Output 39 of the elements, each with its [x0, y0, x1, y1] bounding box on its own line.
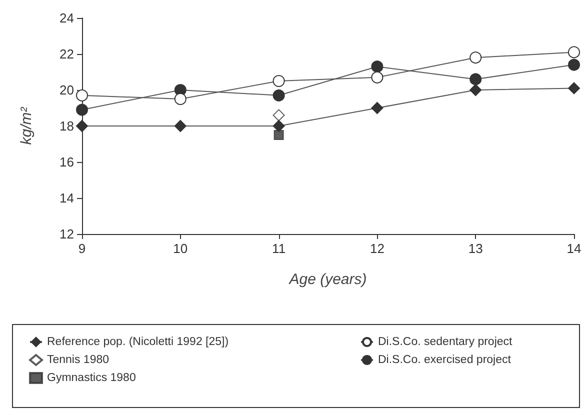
- y-axis-title: kg/m²: [18, 106, 35, 145]
- point: [272, 120, 285, 132]
- legend-label: Di.S.Co. sedentary project: [378, 336, 514, 348]
- point: [272, 75, 285, 87]
- y-tick-label: 14: [60, 190, 74, 206]
- point: [371, 60, 384, 73]
- x-axis-title: Age (years): [288, 271, 367, 288]
- x-tick-label: 11: [272, 241, 286, 256]
- x-tick-label: 10: [173, 241, 188, 256]
- point: [272, 109, 285, 122]
- y-tick-label: 12: [60, 226, 74, 242]
- point: [371, 71, 384, 84]
- x-tick-label: 9: [78, 241, 86, 256]
- x-tick-label: 14: [566, 241, 582, 256]
- y-tick-label: 16: [60, 154, 74, 170]
- legend-label: Di.S.Co. exercised project: [378, 354, 512, 366]
- y-tick-label: 24: [60, 10, 74, 26]
- point: [274, 130, 284, 140]
- legend-label: Gymnastics 1980: [47, 372, 136, 384]
- point: [76, 104, 88, 116]
- point: [76, 89, 88, 102]
- point: [470, 84, 482, 96]
- y-tick-label: 22: [60, 46, 74, 62]
- point: [174, 93, 186, 105]
- x-tick-label: 12: [370, 241, 384, 256]
- legend-label: Tennis 1980: [47, 354, 110, 366]
- point: [568, 82, 580, 94]
- point: [470, 73, 482, 86]
- point: [174, 120, 186, 132]
- point: [568, 46, 580, 58]
- y-tick-label: 18: [60, 118, 74, 134]
- legend-label: Reference pop. (Nicoletti 1992 [25]): [47, 336, 229, 348]
- y-tick-label: 20: [60, 82, 74, 98]
- point: [568, 58, 580, 71]
- point: [76, 120, 88, 132]
- point: [371, 102, 384, 114]
- point: [470, 52, 482, 64]
- point: [272, 89, 285, 102]
- x-tick-label: 13: [468, 241, 483, 256]
